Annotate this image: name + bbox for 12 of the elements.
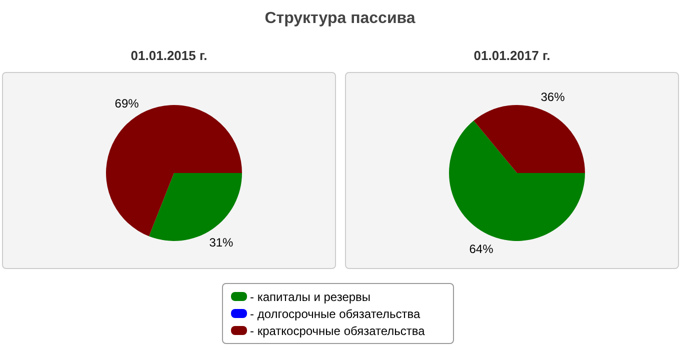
- chart-subtitle: 01.01.2017 г.: [472, 47, 552, 65]
- data-label: 64%: [469, 242, 494, 256]
- data-label: 69%: [114, 96, 140, 111]
- data-label: 31%: [209, 235, 234, 250]
- chart-title: Структура пассива: [264, 10, 416, 28]
- legend-label: - капиталы и резервы: [250, 290, 371, 304]
- chart-subtitle: 01.01.2015 г.: [130, 47, 208, 65]
- data-label: 36%: [540, 90, 566, 104]
- legend-label: - краткосрочные обязательства: [250, 324, 425, 338]
- legend-label: - долгосрочные обязательства: [250, 306, 420, 320]
- pie-slice: [474, 105, 585, 173]
- pie-slice: [449, 120, 585, 241]
